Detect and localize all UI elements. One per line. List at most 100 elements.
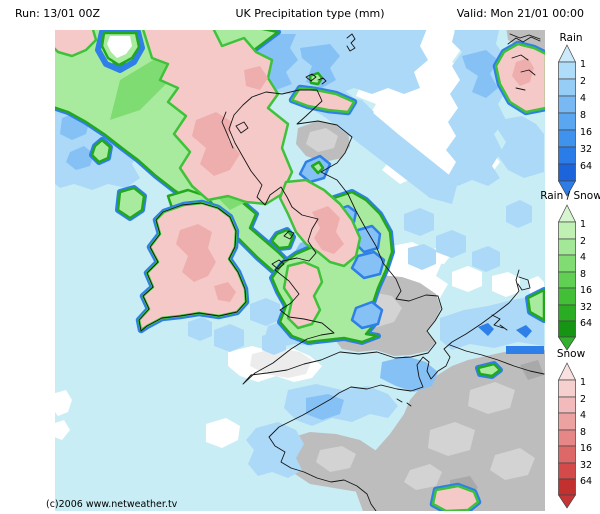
- legend-rain-snow-cell: [558, 221, 576, 240]
- rain-heavy-mark: [478, 323, 494, 336]
- rain-snow-diamond: [476, 362, 502, 378]
- rain-hole-in-green: [350, 250, 386, 280]
- legend-rain-snow-tip: [557, 204, 577, 223]
- coastline-isle-of-man: [283, 230, 295, 240]
- no-precip-hole-ring: [95, 30, 145, 73]
- coastline-norway: [507, 33, 541, 91]
- no-precip-blob: [492, 272, 520, 297]
- legend-rain-snow-point: [557, 336, 577, 351]
- terrain-highlight: [316, 446, 356, 472]
- rain-heavy-bar: [506, 346, 544, 354]
- legend-rain-cell: [558, 61, 576, 80]
- legend-rain-snow-tick: 64: [580, 318, 592, 329]
- coastline-rhine-delta: [491, 276, 531, 331]
- snow-shade: [512, 58, 534, 86]
- rain-light-patch: [472, 246, 500, 272]
- legend-snow-tick: 4: [580, 410, 586, 421]
- snow-region-corner: [55, 30, 98, 58]
- snow-shade: [192, 112, 240, 176]
- rain-snow-diamond: [116, 186, 146, 220]
- legend-snow-cell: [558, 429, 576, 447]
- legend-rain-snow-tick: 8: [580, 269, 586, 280]
- coastline-great-britain: [228, 89, 443, 385]
- legend-rain-snow-cell: [558, 287, 576, 306]
- border-france-belgium: [449, 344, 545, 375]
- rain-light-patch: [506, 200, 532, 228]
- rain-heavy-mark: [516, 325, 532, 338]
- legend-rain-cell: [558, 95, 576, 114]
- rain-medium-patch: [66, 146, 94, 170]
- map-area: [55, 30, 545, 511]
- coastline-shetland: [346, 33, 356, 52]
- rain-light-patch: [188, 317, 212, 341]
- legend-snow-point: [557, 494, 577, 509]
- rain-light-patch: [404, 208, 434, 236]
- legend-snow-tick: 1: [580, 377, 586, 388]
- coastline-continent: [268, 269, 520, 511]
- legend-rain-cell: [558, 129, 576, 148]
- rain-snow-diamond: [90, 138, 112, 164]
- no-precip-blob: [55, 420, 70, 440]
- legend-rain-cell: [558, 146, 576, 165]
- legend-rain-snow-cell: [558, 254, 576, 273]
- legend-snow-cell: [558, 462, 576, 480]
- rain-light-patch: [214, 324, 244, 352]
- rain-light-patch: [246, 422, 304, 478]
- legend-rain-point: [557, 180, 577, 197]
- rain-layer: [55, 30, 544, 478]
- legend-rain-snow-tick: 2: [580, 236, 586, 247]
- run-timestamp: Run: 13/01 00Z: [15, 7, 101, 20]
- copyright-text: (c)2006 www.netweather.tv: [46, 499, 178, 510]
- rain-snow-diamond: [526, 288, 545, 322]
- legend-snow: Snow 1 2 4 8 16 32 64: [557, 348, 592, 509]
- legend-rain-snow-cell: [558, 238, 576, 256]
- legend-snow-cell: [558, 478, 576, 496]
- coastline-orkney: [305, 73, 327, 85]
- legend-rain-tip: [557, 44, 577, 63]
- legend-rain-snow-tick: 16: [580, 285, 592, 296]
- legend-rain-snow-cell: [558, 304, 576, 322]
- legend-rain-cell: [558, 112, 576, 131]
- terrain-highlight: [490, 448, 535, 480]
- legend-snow-tick: 8: [580, 427, 586, 438]
- legend-snow-tick: 2: [580, 394, 586, 405]
- legend-rain-tick: 32: [580, 144, 592, 155]
- snow-shade: [214, 282, 236, 302]
- rain-medium-patch: [306, 394, 344, 420]
- snow-shade: [312, 206, 344, 254]
- coastline-ireland: [138, 202, 247, 332]
- no-precip-blob: [452, 266, 482, 292]
- terrain-devon: [250, 348, 312, 378]
- legend-rain-title: Rain: [559, 32, 582, 44]
- legend-rain-snow-title: Rain / Snow: [540, 190, 600, 202]
- rain-medium-patch: [462, 50, 498, 98]
- legend-rain-cell: [558, 78, 576, 97]
- rain-light-patch: [440, 296, 544, 350]
- legend-rain-snow-tick: 4: [580, 252, 586, 263]
- terrain-highlight: [306, 128, 338, 152]
- legend-rain-cell: [558, 163, 576, 182]
- coastline-channel-islands: [396, 398, 412, 407]
- legend-snow-cell: [558, 379, 576, 398]
- rain-snow-diamond: [308, 71, 324, 86]
- no-precip-hole: [107, 36, 132, 58]
- legend-snow-cell: [558, 412, 576, 431]
- no-precip-blob: [206, 418, 240, 448]
- page-title: UK Precipitation type (mm): [235, 7, 385, 20]
- terrain-highlight: [404, 464, 442, 490]
- terrain-shadow: [520, 360, 544, 380]
- legend-snow-title: Snow: [557, 348, 586, 360]
- snow-region-wales: [282, 260, 324, 330]
- legend-rain-snow-tick: 32: [580, 302, 592, 313]
- legend-snow-tick: 16: [580, 443, 592, 454]
- rain-light-patch: [498, 116, 544, 178]
- legend-rain-snow-cell: [558, 320, 576, 338]
- legend-rain-tick: 4: [580, 93, 586, 104]
- snow-shade: [176, 224, 216, 282]
- rain-light-patch: [304, 86, 458, 204]
- legend-rain-tick: 64: [580, 161, 592, 172]
- legend-snow-tick: 32: [580, 460, 592, 471]
- header-bar: Run: 13/01 00Z UK Precipitation type (mm…: [0, 0, 600, 28]
- rain-light-patch: [436, 230, 466, 258]
- legend-rain-snow: Rain / Snow 1 2 4 8 16 32 64: [540, 190, 600, 351]
